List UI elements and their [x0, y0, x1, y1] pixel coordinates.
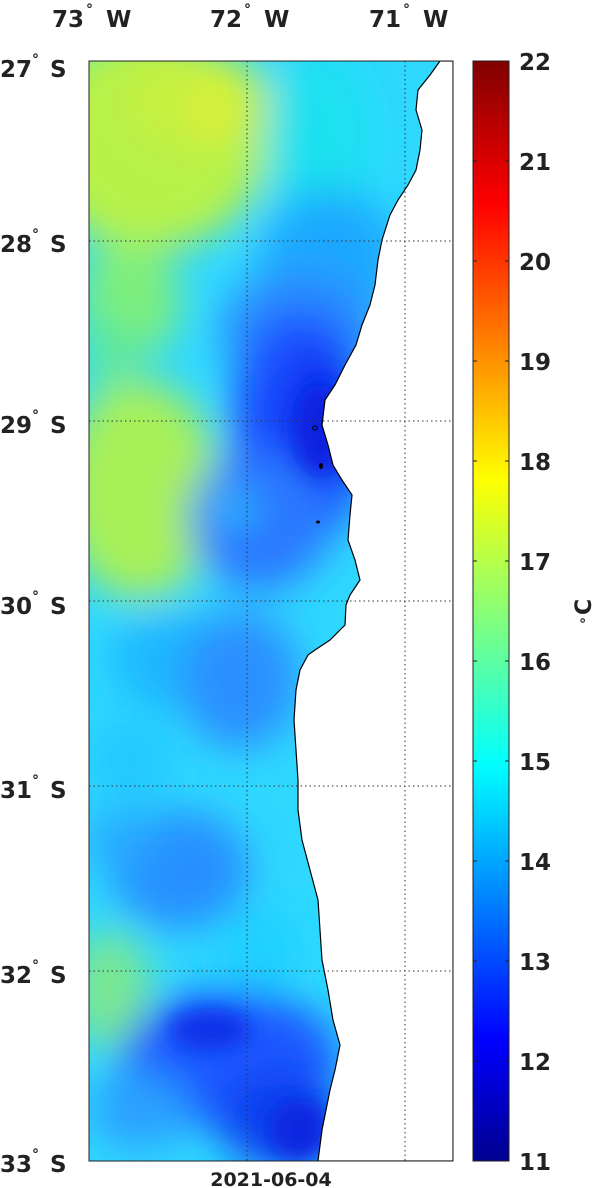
lon-label-71: 71 ° W — [369, 2, 448, 33]
svg-text:°: ° — [32, 227, 39, 243]
svg-text:72: 72 — [210, 7, 242, 33]
cbar-tick-17: 17 — [519, 550, 551, 576]
svg-text:33: 33 — [0, 1152, 32, 1178]
svg-text:27: 27 — [0, 57, 32, 83]
svg-text:°: ° — [32, 408, 39, 424]
cbar-tick-14: 14 — [519, 850, 551, 876]
cbar-tick-20: 20 — [519, 250, 551, 276]
lat-labels: 27 ° S 28 ° S 29 ° S 30 ° S 31 ° S 32 ° … — [0, 52, 67, 1178]
cbar-tick-19: 19 — [519, 350, 551, 376]
svg-text:°: ° — [244, 2, 251, 18]
svg-text:°: ° — [32, 958, 39, 974]
sst-field — [89, 61, 453, 1161]
svg-text:C: C — [572, 599, 593, 615]
svg-text:73: 73 — [52, 7, 84, 33]
colorbar-gradient — [472, 60, 510, 1162]
cbar-tick-16: 16 — [519, 650, 551, 676]
svg-text:S: S — [50, 1152, 67, 1178]
svg-text:32: 32 — [0, 963, 32, 989]
cbar-tick-21: 21 — [519, 150, 551, 176]
lon-labels: 73 ° W 72 ° W 71 ° W — [52, 2, 448, 33]
graticule — [89, 61, 453, 1161]
svg-text:29: 29 — [0, 413, 32, 439]
lat-label-28: 28 ° S — [0, 227, 67, 258]
svg-text:°: ° — [32, 1147, 39, 1163]
lat-label-32: 32 ° S — [0, 958, 67, 989]
svg-text:°: ° — [403, 2, 410, 18]
svg-text:30: 30 — [0, 594, 32, 620]
cbar-tick-12: 12 — [519, 1050, 551, 1076]
lat-label-27: 27 ° S — [0, 52, 67, 83]
lon-label-72: 72 ° W — [210, 2, 289, 33]
cbar-tick-15: 15 — [519, 750, 551, 776]
map-frame — [88, 60, 454, 1162]
date-label: 2021-06-04 — [210, 1169, 332, 1188]
lat-label-29: 29 ° S — [0, 408, 67, 439]
cbar-tick-18: 18 — [519, 450, 551, 476]
svg-text:28: 28 — [0, 232, 32, 258]
island — [319, 463, 323, 469]
cbar-tick-11: 11 — [519, 1150, 551, 1176]
svg-text:S: S — [50, 963, 67, 989]
colorbar: 22 21 20 19 18 17 16 15 14 13 12 11 ° C — [472, 50, 593, 1176]
svg-text:W: W — [264, 7, 289, 33]
svg-text:S: S — [50, 232, 67, 258]
island — [316, 520, 320, 524]
svg-text:71: 71 — [369, 7, 401, 33]
svg-text:S: S — [50, 413, 67, 439]
lat-label-31: 31 ° S — [0, 773, 67, 804]
svg-text:S: S — [50, 57, 67, 83]
svg-text:°: ° — [32, 589, 39, 605]
cbar-tick-13: 13 — [519, 950, 551, 976]
cbar-tick-22: 22 — [519, 50, 551, 76]
svg-text:S: S — [50, 594, 67, 620]
colorbar-unit-label: ° C — [572, 599, 593, 624]
svg-text:S: S — [50, 778, 67, 804]
land-mass — [293, 61, 453, 1161]
lat-label-30: 30 ° S — [0, 589, 67, 620]
svg-text:31: 31 — [0, 778, 32, 804]
colorbar-tick-marks — [473, 160, 509, 1062]
svg-text:°: ° — [32, 52, 39, 68]
colorbar-tick-labels: 22 21 20 19 18 17 16 15 14 13 12 11 — [519, 50, 551, 1176]
svg-text:°: ° — [579, 617, 593, 624]
svg-text:°: ° — [86, 2, 93, 18]
island — [312, 425, 318, 431]
svg-text:W: W — [423, 7, 448, 33]
svg-text:W: W — [106, 7, 131, 33]
lat-label-33: 33 ° S — [0, 1147, 67, 1178]
svg-text:°: ° — [32, 773, 39, 789]
lon-label-73: 73 ° W — [52, 2, 131, 33]
